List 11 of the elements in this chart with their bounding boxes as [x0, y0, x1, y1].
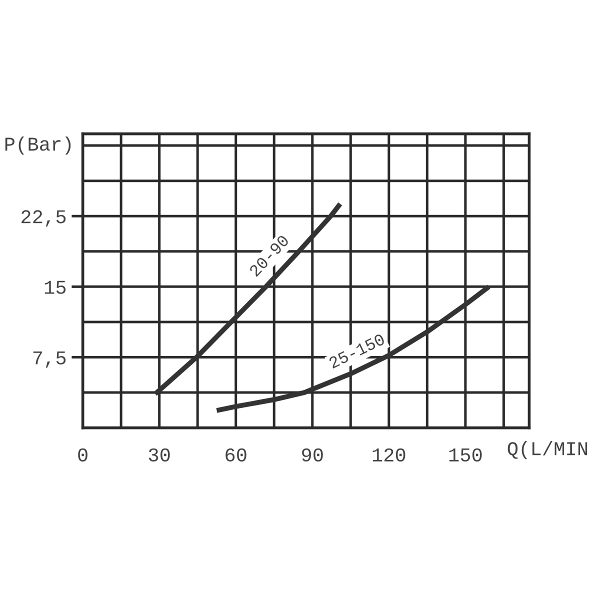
x-tick-label: 0 [78, 448, 88, 462]
y-tick-label: 15 [44, 280, 66, 294]
y-tick-label: 7,5 [33, 351, 66, 368]
x-tick-label: 90 [302, 448, 323, 462]
x-tick-label: 60 [226, 448, 246, 462]
x-axis-title: Q(L/MIN [508, 441, 588, 460]
y-tick-label: 22,5 [22, 210, 66, 227]
y-axis-title: P(Bar) [5, 136, 71, 155]
x-tick-label: 30 [148, 448, 170, 462]
x-tick-label: 150 [449, 448, 482, 462]
x-tick-label: 120 [372, 448, 406, 462]
